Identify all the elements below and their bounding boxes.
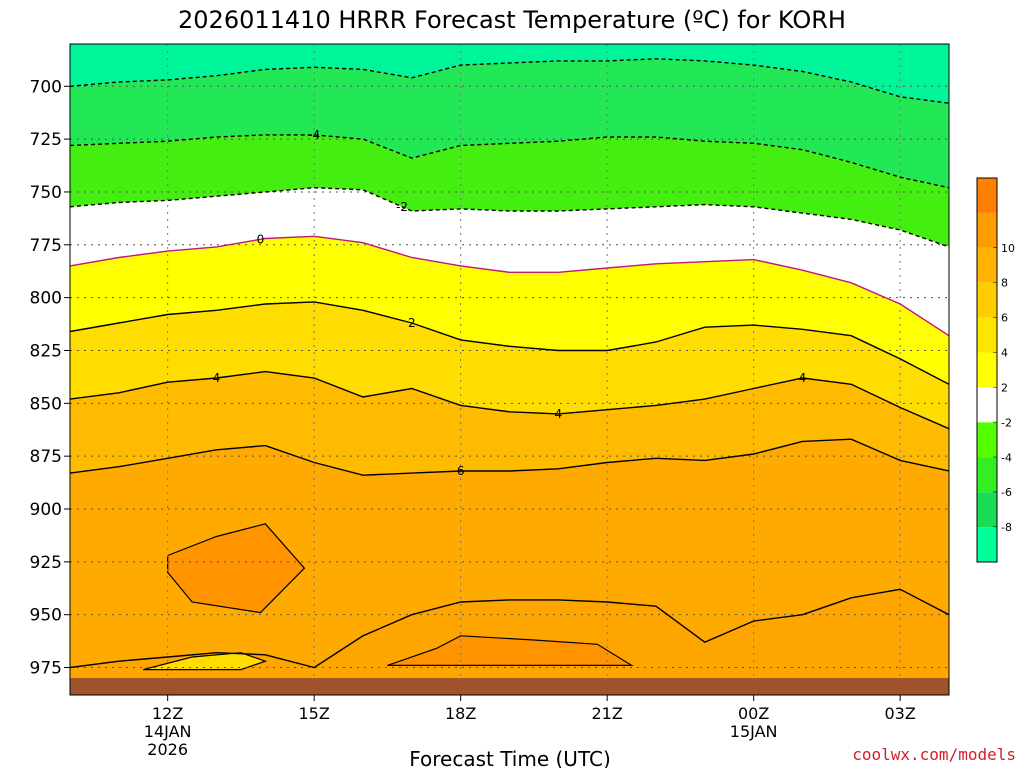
colorbar-label: 6 bbox=[1001, 312, 1008, 325]
colorbar-frame bbox=[976, 177, 998, 563]
band-6-to-8 bbox=[70, 439, 949, 668]
ground-band bbox=[70, 678, 949, 695]
isotherm-8 bbox=[70, 588, 949, 669]
x-tick-label: 15Z bbox=[299, 704, 330, 723]
closed-contour-2 bbox=[143, 652, 268, 671]
y-tick-label: 850 bbox=[30, 394, 62, 414]
isotherm-6 bbox=[70, 438, 949, 476]
colorbar-segment bbox=[977, 352, 997, 388]
x-tick-label: 12Z bbox=[152, 704, 183, 723]
plot-inner bbox=[70, 44, 949, 695]
colorbar-label: 2 bbox=[1001, 381, 1008, 394]
y-tick-label: 700 bbox=[30, 77, 62, 97]
plot-area: -4 -2 0 2 4 4 4 6 bbox=[69, 43, 950, 696]
closed-contour-1 bbox=[387, 635, 634, 667]
contour-label: -2 bbox=[396, 200, 408, 214]
contour-label: 2 bbox=[408, 316, 416, 330]
contour-label: 0 bbox=[257, 232, 265, 246]
y-tick-label: 775 bbox=[30, 236, 62, 256]
colorbar-label: 4 bbox=[1001, 347, 1008, 360]
colorbar-segment bbox=[977, 387, 997, 423]
colorbar-segment bbox=[977, 457, 997, 493]
isotherm-0 bbox=[70, 235, 949, 337]
contour-label: -4 bbox=[308, 128, 320, 142]
y-tick-label: 800 bbox=[30, 289, 62, 309]
x-axis-label: Forecast Time (UTC) bbox=[409, 747, 611, 768]
x-tick-date: 14JAN bbox=[144, 722, 192, 741]
colorbar-label: 10 bbox=[1001, 242, 1015, 255]
isotherm--6 bbox=[70, 58, 949, 104]
credit-text[interactable]: coolwx.com/models bbox=[852, 745, 1016, 764]
y-tick-label: 725 bbox=[30, 130, 62, 150]
colorbar-segment bbox=[977, 317, 997, 353]
band--2-to-0 bbox=[70, 187, 949, 336]
x-tick-year: 2026 bbox=[147, 740, 188, 759]
chart-title: 2026011410 HRRR Forecast Temperature (ºC… bbox=[178, 6, 846, 34]
colorbar-label: -8 bbox=[1001, 521, 1012, 534]
band--4-to--2 bbox=[70, 134, 949, 247]
y-tick-label: 900 bbox=[30, 500, 62, 520]
band--6-to--4 bbox=[70, 58, 949, 188]
colorbar-label: 8 bbox=[1001, 277, 1008, 290]
isotherm-2 bbox=[70, 301, 949, 385]
closed-contour-0 bbox=[167, 523, 306, 614]
y-tick-label: 875 bbox=[30, 447, 62, 467]
colorbar-segment bbox=[977, 282, 997, 318]
colorbar-segment bbox=[977, 527, 997, 562]
isotherm--2 bbox=[70, 186, 949, 248]
colorbar-segment bbox=[977, 422, 997, 458]
y-tick-label: 975 bbox=[30, 659, 62, 679]
x-tick-date: 15JAN bbox=[730, 722, 778, 741]
band-top bbox=[70, 44, 949, 104]
colorbar-segment bbox=[977, 492, 997, 528]
x-tick-label: 03Z bbox=[885, 704, 916, 723]
colorbar-label: -6 bbox=[1001, 486, 1012, 499]
contour-label: 4 bbox=[799, 371, 807, 385]
contour-label: 6 bbox=[457, 464, 465, 478]
band-2-to-4 bbox=[70, 301, 949, 429]
band-4-to-6 bbox=[70, 371, 949, 476]
x-tick-label: 18Z bbox=[445, 704, 476, 723]
y-tick-label: 950 bbox=[30, 606, 62, 626]
isotherm-4 bbox=[70, 370, 949, 430]
contour-label: 4 bbox=[555, 407, 563, 421]
colorbar-segment bbox=[977, 247, 997, 283]
y-axis: 700 725 750 775 800 825 850 875 900 925 950 975 bbox=[30, 77, 70, 679]
y-tick-label: 925 bbox=[30, 553, 62, 573]
y-tick-label: 750 bbox=[30, 183, 62, 203]
colorbar-legend: 10 8 6 4 2 -2 -4 -6 -8 bbox=[976, 177, 1015, 563]
colorbar-segment bbox=[977, 212, 997, 248]
x-tick-label: 21Z bbox=[592, 704, 623, 723]
contour-label: 4 bbox=[213, 371, 221, 385]
colorbar-segment bbox=[977, 178, 997, 213]
x-tick-label: 00Z bbox=[738, 704, 769, 723]
y-tick-label: 825 bbox=[30, 341, 62, 361]
plot-frame bbox=[69, 43, 950, 696]
colorbar-label: -4 bbox=[1001, 451, 1012, 464]
colorbar-label: -2 bbox=[1001, 416, 1012, 429]
band-0-to-2 bbox=[70, 236, 949, 385]
